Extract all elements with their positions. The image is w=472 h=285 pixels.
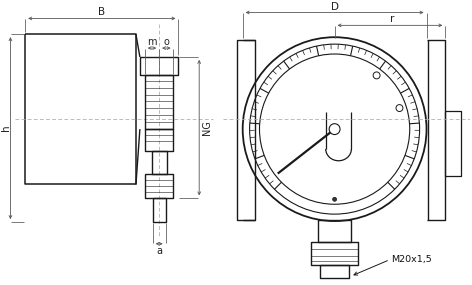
Text: NG: NG <box>202 120 212 135</box>
Text: M20x1,5: M20x1,5 <box>391 255 432 264</box>
Circle shape <box>333 197 337 201</box>
Text: a: a <box>156 246 162 256</box>
Text: m: m <box>147 37 157 47</box>
Text: o: o <box>163 37 169 47</box>
Text: B: B <box>98 7 105 17</box>
Text: D: D <box>330 2 338 12</box>
Text: r: r <box>390 15 394 25</box>
Text: h: h <box>1 125 11 131</box>
Circle shape <box>329 124 340 135</box>
